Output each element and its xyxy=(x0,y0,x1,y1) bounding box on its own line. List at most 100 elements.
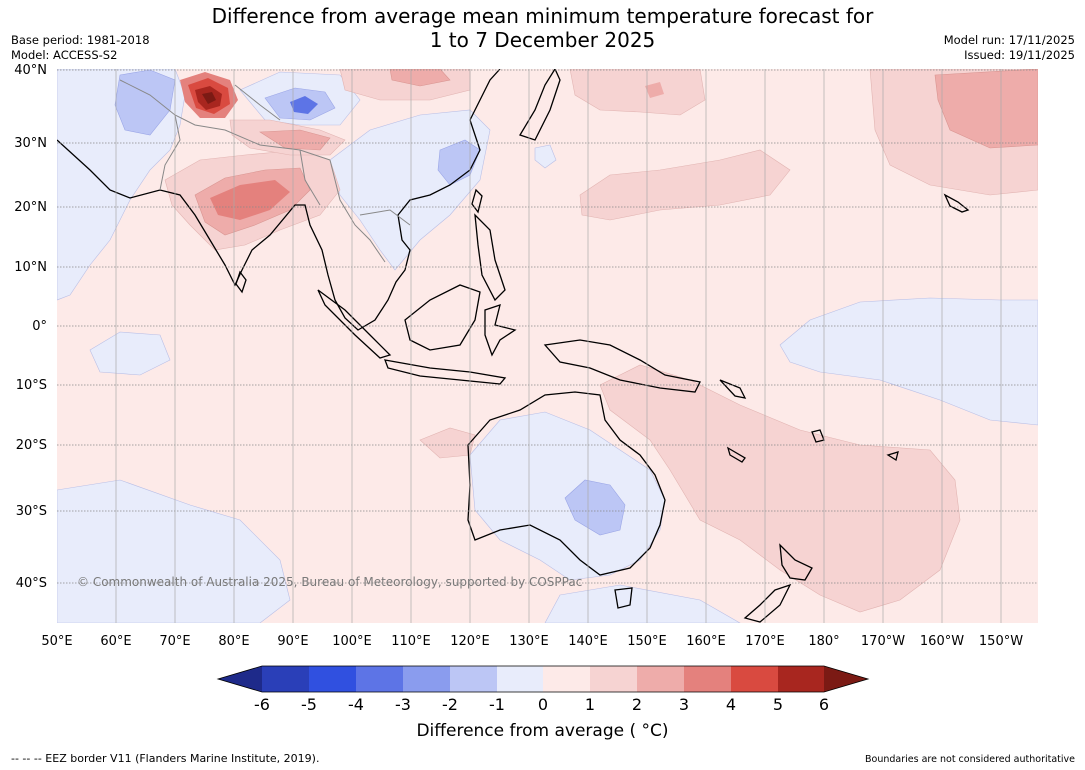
model-name: Model: ACCESS-S2 xyxy=(11,48,118,62)
colorbar: -6 -5 -4 -3 -2 -1 0 1 2 3 4 5 6 xyxy=(216,665,870,714)
meta-left: Base period: 1981-2018 Model: ACCESS-S2 xyxy=(11,33,150,63)
lon-label: 160°E xyxy=(686,634,726,649)
colorbar-segment xyxy=(637,666,684,692)
border-asia-5 xyxy=(234,84,281,121)
coast-new-caledonia xyxy=(726,446,746,463)
lon-label: 140°E xyxy=(568,634,608,649)
region-warm2-mongolia xyxy=(389,69,451,87)
lon-label: 160°W xyxy=(920,634,964,649)
lat-label: 10°N xyxy=(14,260,47,275)
region-cool2-australia xyxy=(564,479,626,536)
coast-arabia-india xyxy=(57,69,501,331)
region-cool-tasman xyxy=(544,584,741,623)
meta-right: Model run: 17/11/2025 Issued: 19/11/2025 xyxy=(944,33,1075,63)
lon-label: 170°E xyxy=(745,634,785,649)
coast-australia xyxy=(467,391,666,576)
lat-label: 20°N xyxy=(14,200,47,215)
coast-hawaii xyxy=(943,193,970,213)
lon-label: 100°E xyxy=(332,634,372,649)
lat-label: 40°N xyxy=(14,63,47,78)
border-asia-2 xyxy=(159,114,181,191)
coast-sri-lanka xyxy=(235,270,247,294)
lon-label: 70°E xyxy=(159,634,190,649)
colorbar-segment xyxy=(684,666,731,692)
region-warm-south-pacific xyxy=(599,364,961,613)
base-period: Base period: 1981-2018 xyxy=(11,33,150,47)
coast-borneo xyxy=(404,284,481,351)
colorbar-segment xyxy=(497,666,543,692)
region-cool-indian-ocean xyxy=(89,331,171,376)
model-run: Model run: 17/11/2025 xyxy=(943,33,1075,47)
lat-gridlines xyxy=(57,69,1038,584)
border-asia-6 xyxy=(359,209,411,226)
colorbar-ticks: -6 -5 -4 -3 -2 -1 0 1 2 3 4 5 6 xyxy=(254,695,829,714)
coast-java xyxy=(383,359,507,385)
title-line-1: Difference from average mean minimum tem… xyxy=(211,4,874,28)
coast-philippines xyxy=(474,213,506,302)
lat-label: 40°S xyxy=(16,576,47,591)
region-warm2-pacific-spot xyxy=(645,82,664,98)
colorbar-tick: -5 xyxy=(301,695,317,714)
lon-label: 60°E xyxy=(100,634,131,649)
coast-new-zealand-south xyxy=(743,583,792,623)
copyright-text: © Commonwealth of Australia 2025, Bureau… xyxy=(77,575,582,589)
colorbar-segment xyxy=(262,666,309,692)
region-warm-philippine-sea xyxy=(579,149,791,221)
colorbar-segment xyxy=(543,666,590,692)
colorbar-segment xyxy=(590,666,637,692)
lon-label: 80°E xyxy=(218,634,249,649)
border-asia-3 xyxy=(329,159,386,263)
lon-label: 150°E xyxy=(627,634,667,649)
colorbar-tick: -3 xyxy=(395,695,411,714)
lon-label: 50°E xyxy=(41,634,72,649)
region-cool2-central-asia xyxy=(114,69,176,136)
lon-label: 130°E xyxy=(509,634,549,649)
region-warm6-kashmir xyxy=(202,92,216,104)
lon-label: 170°W xyxy=(861,634,905,649)
colorbar-tick: 0 xyxy=(538,695,548,714)
lon-label: 150°W xyxy=(979,634,1023,649)
lat-label: 20°S xyxy=(16,438,47,453)
coast-fiji xyxy=(886,451,899,462)
region-warm-japan-east xyxy=(569,69,706,116)
region-warm2-north-pacific xyxy=(934,69,1038,149)
colorbar-segment xyxy=(309,666,356,692)
lat-labels: 40°N 30°N 20°N 10°N 0° 10°S 20°S 30°S 40… xyxy=(14,63,47,591)
colorbar-tick: -2 xyxy=(442,695,458,714)
colorbar-outline xyxy=(216,665,870,693)
chart-title: Difference from average mean minimum tem… xyxy=(0,4,1085,52)
coast-japan xyxy=(519,69,561,141)
colorbar-tick: 3 xyxy=(679,695,689,714)
lat-label: 10°S xyxy=(16,378,47,393)
eez-note: -- -- -- EEZ border V11 (Flanders Marine… xyxy=(11,752,320,765)
colorbar-segment xyxy=(356,666,403,692)
colorbar-tick: 5 xyxy=(773,695,783,714)
colorbar-tick: 4 xyxy=(726,695,736,714)
colorbar-segment xyxy=(450,666,497,692)
colorbar-tick: 2 xyxy=(632,695,642,714)
coast-new-guinea xyxy=(543,339,701,393)
colorbar-segment xyxy=(778,666,824,692)
graticule xyxy=(57,69,1038,623)
map-area[interactable]: © Commonwealth of Australia 2025, Bureau… xyxy=(57,69,1038,623)
region-cool-japan-sea xyxy=(534,144,557,169)
region-cool-south-indian xyxy=(57,479,291,623)
lat-label: 30°S xyxy=(16,504,47,519)
region-cool-pacific xyxy=(779,297,1038,426)
region-cool3-tibet xyxy=(290,96,318,114)
lat-label: 0° xyxy=(32,319,47,334)
coastlines xyxy=(57,69,970,623)
lon-label: 110°E xyxy=(391,634,431,649)
colorbar-segment xyxy=(731,666,778,692)
colorbar-tick: 6 xyxy=(819,695,829,714)
region-warm-indian-ocean xyxy=(419,427,476,459)
coast-sulawesi xyxy=(484,304,517,357)
colorbar-tick: 1 xyxy=(585,695,595,714)
colorbar-tick: -4 xyxy=(348,695,364,714)
coast-new-zealand-north xyxy=(779,543,813,581)
issued-date: Issued: 19/11/2025 xyxy=(964,48,1075,62)
colorbar-segment xyxy=(403,666,450,692)
lon-label: 120°E xyxy=(450,634,490,649)
lon-label: 90°E xyxy=(277,634,308,649)
